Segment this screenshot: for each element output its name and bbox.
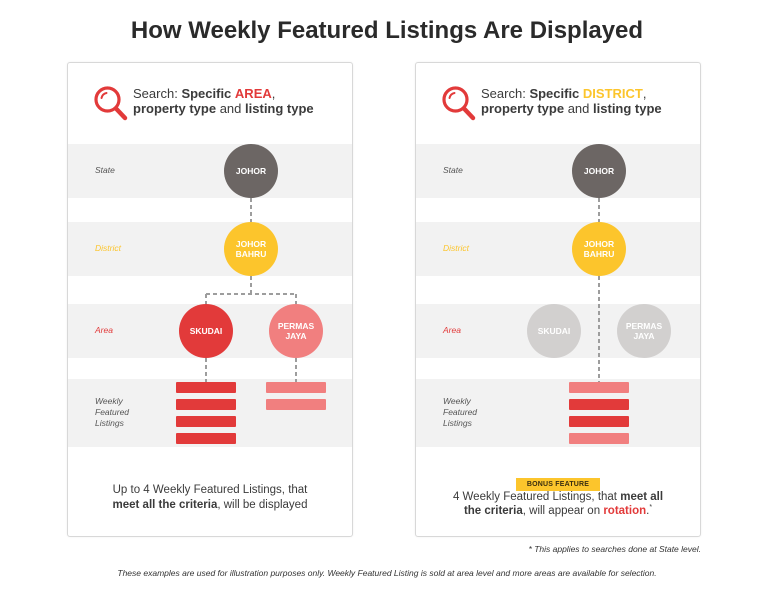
row-band-state: [68, 144, 352, 198]
caption-line1: 4 Weekly Featured Listings, that: [452, 491, 618, 503]
search-item-listing-type: listing type: [245, 101, 314, 116]
panel-area-search: Search: Specific AREA, property type and …: [67, 62, 353, 537]
listing-bars-permas-jaya: [266, 382, 326, 416]
row-band-listings: [416, 379, 700, 447]
search-prefix: Search:: [133, 86, 178, 101]
row-label-district: District: [95, 243, 121, 253]
node-district-johor-bahru: JOHOR BAHRU: [224, 222, 278, 276]
search-item-property-type: property type: [133, 101, 217, 116]
caption-line1: Up to 4 Weekly Featured Listings, that: [112, 484, 308, 496]
search-prefix: Search:: [481, 86, 526, 101]
search-and: and: [567, 101, 590, 116]
caption-bold1: meet all: [620, 491, 664, 503]
search-comma: ,: [642, 86, 647, 101]
row-band-district: [68, 222, 352, 276]
node-state-johor: JOHOR: [572, 144, 626, 198]
caption-bold2: the criteria: [463, 505, 523, 517]
row-label-district: District: [443, 243, 469, 253]
panel-caption: Up to 4 Weekly Featured Listings, that me…: [68, 483, 352, 513]
listing-bar: [569, 399, 629, 410]
node-label: JOHOR: [235, 166, 267, 176]
search-description: Search: Specific DISTRICT, property type …: [481, 86, 662, 116]
footnote: * This applies to searches done at State…: [528, 544, 701, 554]
node-label: SKUDAI: [189, 326, 223, 336]
search-keyword: DISTRICT: [582, 86, 643, 101]
row-label-area: Area: [95, 325, 113, 335]
caption-mid: , will appear on: [522, 505, 601, 517]
disclaimer: These examples are used for illustration…: [117, 568, 657, 578]
node-label: SKUDAI: [537, 326, 571, 336]
node-label: JOHOR BAHRU: [583, 239, 615, 259]
row-label-state: State: [443, 165, 463, 175]
node-label: JOHOR BAHRU: [235, 239, 267, 259]
row-label-area: Area: [443, 325, 461, 335]
row-band-state: [416, 144, 700, 198]
row-label-listings: Weekly Featured Listings: [443, 396, 478, 428]
listing-bar: [176, 382, 236, 393]
listing-bar: [176, 433, 236, 444]
listing-bar: [266, 382, 326, 393]
search-item-listing-type: listing type: [593, 101, 662, 116]
listing-bar: [176, 399, 236, 410]
node-area-permas-jaya: PERMAS JAYA: [617, 304, 671, 358]
search-icon: [442, 86, 476, 121]
node-label: JOHOR: [583, 166, 615, 176]
node-label: PERMAS JAYA: [277, 321, 315, 341]
caption-bold: meet all the criteria: [112, 499, 218, 511]
panel-district-search: Search: Specific DISTRICT, property type …: [415, 62, 701, 537]
listing-bar: [569, 416, 629, 427]
row-band-district: [416, 222, 700, 276]
page-title: How Weekly Featured Listings Are Display…: [130, 17, 644, 44]
node-area-permas-jaya: PERMAS JAYA: [269, 304, 323, 358]
search-specific: Specific: [529, 86, 580, 101]
listing-bar: [176, 416, 236, 427]
listing-bar: [569, 382, 629, 393]
search-comma: ,: [271, 86, 276, 101]
listing-bar: [569, 433, 629, 444]
connector-lines: [205, 198, 297, 382]
search-and: and: [219, 101, 242, 116]
connector-lines: [598, 198, 600, 382]
listing-bars-skudai: [176, 382, 236, 450]
listing-bar: [266, 399, 326, 410]
node-area-skudai: SKUDAI: [179, 304, 233, 358]
row-label-state: State: [95, 165, 115, 175]
caption-highlight: rotation: [603, 505, 647, 517]
caption-asterisk: *: [649, 504, 653, 512]
bonus-feature-badge: BONUS FEATURE: [515, 478, 601, 491]
search-icon: [94, 86, 128, 121]
search-description: Search: Specific AREA, property type and …: [133, 86, 314, 116]
row-label-listings: Weekly Featured Listings: [95, 396, 130, 428]
search-item-property-type: property type: [481, 101, 565, 116]
node-label: PERMAS JAYA: [625, 321, 663, 341]
search-specific: Specific: [181, 86, 232, 101]
node-district-johor-bahru: JOHOR BAHRU: [572, 222, 626, 276]
node-state-johor: JOHOR: [224, 144, 278, 198]
listing-bars-johor-bahru: [569, 382, 629, 450]
panel-caption: 4 Weekly Featured Listings, that meet al…: [416, 490, 700, 518]
caption-rest: , will be displayed: [217, 499, 308, 511]
node-area-skudai: SKUDAI: [527, 304, 581, 358]
badge-row: BONUS FEATURE: [416, 473, 700, 491]
search-keyword: AREA: [234, 86, 272, 101]
caption-period: .: [646, 505, 650, 517]
